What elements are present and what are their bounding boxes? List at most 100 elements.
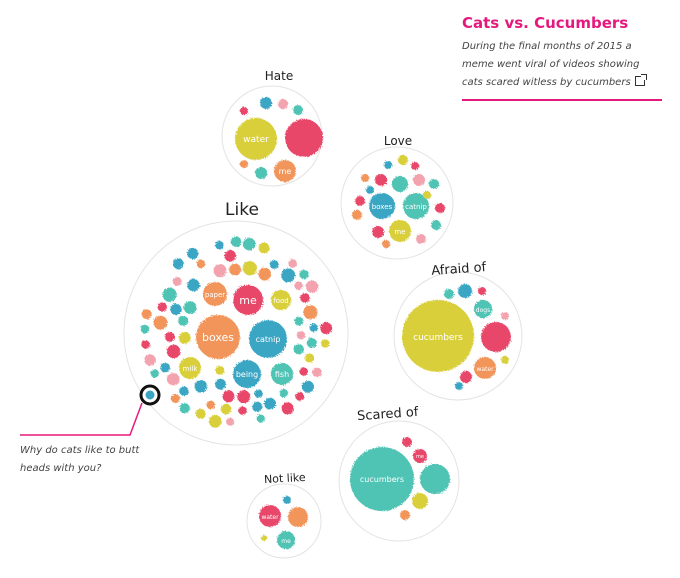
bubble[interactable] <box>203 282 227 306</box>
bubble[interactable] <box>279 388 289 398</box>
bubble[interactable] <box>166 372 180 386</box>
bubble[interactable] <box>194 380 208 393</box>
bubble[interactable] <box>460 371 472 383</box>
bubble[interactable] <box>403 193 429 219</box>
bubble[interactable] <box>224 250 236 262</box>
bubble[interactable] <box>172 277 182 286</box>
bubble[interactable] <box>172 258 184 270</box>
bubble[interactable] <box>413 174 425 186</box>
bubble[interactable] <box>150 369 159 378</box>
bubble[interactable] <box>187 247 199 260</box>
bubble[interactable] <box>261 535 267 541</box>
bubble[interactable] <box>350 447 414 511</box>
bubble[interactable] <box>215 378 226 390</box>
bubble[interactable] <box>305 280 319 293</box>
bubble[interactable] <box>295 392 305 401</box>
group-hate[interactable]: Hate water me <box>221 69 323 187</box>
bubble[interactable] <box>444 289 454 299</box>
bubble[interactable] <box>366 186 374 194</box>
bubble[interactable] <box>230 236 242 247</box>
bubble[interactable] <box>164 331 175 342</box>
bubble[interactable] <box>352 210 362 220</box>
bubble[interactable] <box>179 386 189 396</box>
bubble[interactable] <box>269 260 279 269</box>
bubble[interactable] <box>233 285 263 315</box>
bubble[interactable] <box>271 290 291 310</box>
bubble[interactable] <box>179 357 201 379</box>
bubble[interactable] <box>206 400 215 410</box>
bubble[interactable] <box>285 119 323 157</box>
bubble[interactable] <box>320 322 333 335</box>
bubble[interactable] <box>252 401 263 412</box>
bubble[interactable] <box>178 331 191 344</box>
bubble[interactable] <box>235 118 277 160</box>
bubble[interactable] <box>501 312 509 320</box>
bubble[interactable] <box>141 340 150 349</box>
bubble[interactable] <box>283 496 291 504</box>
bubble[interactable] <box>296 331 306 340</box>
bubble[interactable] <box>233 360 261 388</box>
bubble[interactable] <box>481 322 511 352</box>
bubble[interactable] <box>384 161 392 169</box>
question-callout[interactable] <box>20 384 161 436</box>
external-link-icon[interactable] <box>634 74 647 86</box>
bubble[interactable] <box>501 356 509 364</box>
group-not-like[interactable]: Not like water me <box>246 471 322 559</box>
highlight-bubble[interactable] <box>145 390 155 400</box>
bubble[interactable] <box>301 380 314 393</box>
bubble[interactable] <box>160 362 171 373</box>
group-scared-of[interactable]: Scared of cucumbers me <box>338 405 460 542</box>
bubble[interactable] <box>458 284 472 298</box>
bubble[interactable] <box>242 237 256 251</box>
bubble[interactable] <box>264 397 276 410</box>
bubble[interactable] <box>474 357 496 379</box>
bubble[interactable] <box>361 174 369 182</box>
bubble[interactable] <box>242 261 257 276</box>
bubble[interactable] <box>254 389 263 398</box>
bubble[interactable] <box>304 353 315 363</box>
bubble[interactable] <box>187 278 200 292</box>
bubble[interactable] <box>293 344 304 355</box>
bubble[interactable] <box>389 220 411 242</box>
bubble[interactable] <box>170 303 182 316</box>
bubble[interactable] <box>288 259 298 268</box>
bubble[interactable] <box>144 354 156 366</box>
bubble[interactable] <box>411 162 419 170</box>
bubble[interactable] <box>382 240 390 248</box>
bubble[interactable] <box>423 191 431 199</box>
bubble[interactable] <box>237 390 251 404</box>
bubble[interactable] <box>281 402 294 415</box>
bubble[interactable] <box>153 315 168 330</box>
bubble[interactable] <box>278 99 288 109</box>
bubble[interactable] <box>416 234 426 244</box>
bubble[interactable] <box>431 220 441 230</box>
bubble[interactable] <box>222 390 235 403</box>
bubble[interactable] <box>259 505 281 527</box>
bubble[interactable] <box>213 264 227 278</box>
bubble[interactable] <box>309 323 318 332</box>
bubble[interactable] <box>255 167 267 179</box>
bubble[interactable] <box>178 315 189 327</box>
group-love[interactable]: Love boxes catnip me <box>340 134 454 260</box>
bubble[interactable] <box>312 367 322 378</box>
bubble[interactable] <box>369 193 395 219</box>
bubble[interactable] <box>402 300 474 372</box>
bubble[interactable] <box>375 174 387 186</box>
bubble[interactable] <box>294 281 303 290</box>
bubble[interactable] <box>455 382 463 390</box>
bubble[interactable] <box>238 406 247 415</box>
bubble[interactable] <box>140 324 150 334</box>
bubble[interactable] <box>306 337 317 348</box>
bubble[interactable] <box>300 293 310 303</box>
bubble[interactable] <box>179 403 190 414</box>
bubble[interactable] <box>429 179 439 189</box>
bubble[interactable] <box>293 105 303 115</box>
bubble[interactable] <box>171 394 180 404</box>
bubble[interactable] <box>277 531 295 549</box>
bubble[interactable] <box>281 268 296 283</box>
bubble[interactable] <box>320 339 330 348</box>
bubble[interactable] <box>294 316 304 326</box>
bubble[interactable] <box>260 97 272 109</box>
bubble[interactable] <box>162 287 177 302</box>
bubble[interactable] <box>420 464 450 494</box>
